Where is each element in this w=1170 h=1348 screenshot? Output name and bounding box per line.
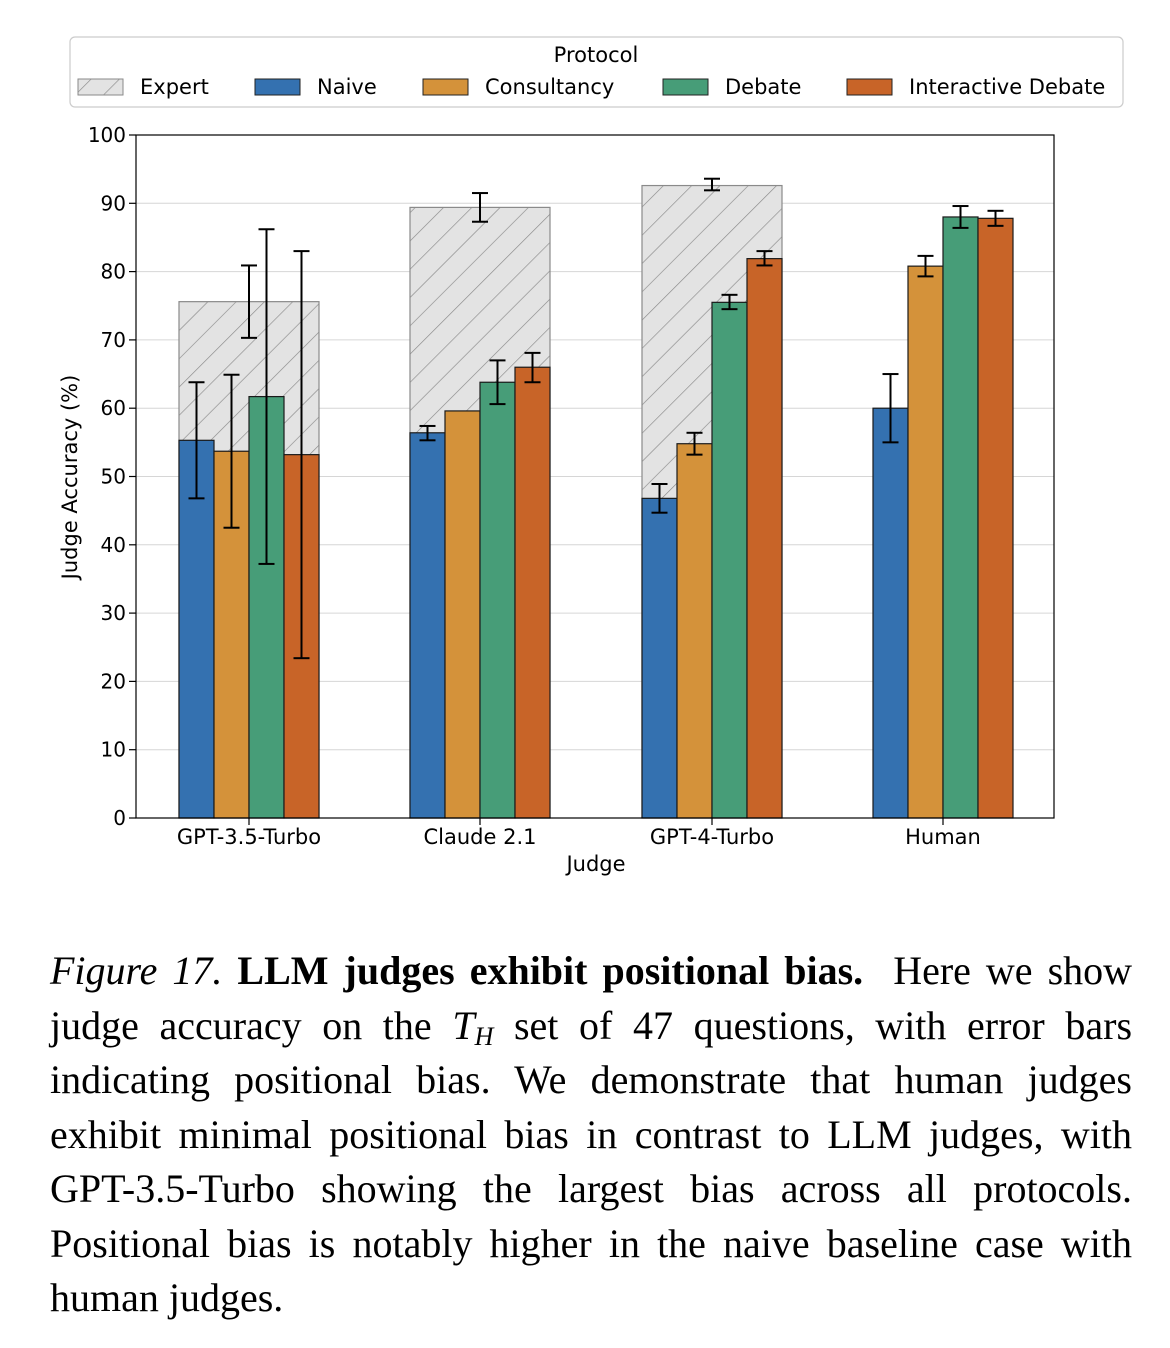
bar-interactive-debate-gpt-4-turbo <box>746 258 783 819</box>
protocol-bars <box>178 216 1014 819</box>
caption-figure-number: Figure 17. <box>50 948 223 993</box>
y-ticks: 0 10 20 30 40 50 60 70 80 90 100 <box>88 123 136 830</box>
legend-entry-consultancy: Consultancy <box>422 75 614 99</box>
legend-entry-interactive-debate: Interactive Debate <box>846 75 1105 99</box>
x-ticks: GPT-3.5-Turbo Claude 2.1 GPT-4-Turbo Human <box>177 818 981 849</box>
bar-naive-gpt-4-turbo <box>641 497 678 819</box>
caption-math-subscript: H <box>474 1021 494 1051</box>
y-tick-label-70: 70 <box>101 328 126 352</box>
legend-swatch-debate <box>662 78 709 96</box>
y-tick-label-40: 40 <box>101 533 126 557</box>
legend-swatch-expert <box>77 78 124 96</box>
legend-entry-debate: Debate <box>662 75 801 99</box>
bar-consultancy-gpt-4-turbo <box>676 443 713 819</box>
caption-title: LLM judges exhibit positional bias. <box>237 948 864 993</box>
y-axis-label: Judge Accuracy (%) <box>58 375 82 582</box>
y-tick-label-30: 30 <box>101 601 126 625</box>
legend-swatch-interactive-debate <box>846 78 893 96</box>
legend-label-debate: Debate <box>725 75 801 99</box>
caption-text-part2: set of 47 questions, with error bars ind… <box>50 1002 1133 1321</box>
caption-math-symbol: T <box>452 1002 475 1048</box>
bar-consultancy-claude-2-1 <box>444 410 481 819</box>
figure-caption: Figure 17. LLM judges exhibit positional… <box>50 944 1132 1326</box>
error-bars <box>188 177 1004 660</box>
y-tick-label-50: 50 <box>101 465 126 489</box>
bar-naive-human <box>872 407 909 819</box>
x-tick-label-claude-2-1: Claude 2.1 <box>424 825 537 849</box>
x-tick-label-gpt-4-turbo: GPT-4-Turbo <box>650 825 774 849</box>
bar-interactive-debate-claude-2-1 <box>514 366 551 819</box>
y-tick-label-20: 20 <box>101 669 126 693</box>
bar-consultancy-human <box>907 265 944 819</box>
bar-naive-claude-2-1 <box>409 432 446 819</box>
bar-debate-claude-2-1 <box>479 381 516 819</box>
legend-label-naive: Naive <box>317 75 377 99</box>
legend: Protocol Expert Naive Consultancy Debate… <box>69 36 1124 108</box>
y-tick-label-10: 10 <box>101 738 126 762</box>
x-axis-label: Judge <box>564 852 625 876</box>
legend-label-expert: Expert <box>140 75 209 99</box>
caption-text-part1: Here we show judge accuracy on the <box>50 948 1133 1048</box>
legend-swatch-naive <box>254 78 301 96</box>
plot-frame <box>135 134 1055 819</box>
bar-debate-human <box>942 216 979 819</box>
bar-chart: Protocol Expert Naive Consultancy Debate… <box>58 36 1124 876</box>
bar-debate-gpt-4-turbo <box>711 301 748 819</box>
legend-label-interactive-debate: Interactive Debate <box>909 75 1105 99</box>
y-tick-label-80: 80 <box>101 260 126 284</box>
x-tick-label-gpt-3-5-turbo: GPT-3.5-Turbo <box>177 825 321 849</box>
y-tick-label-100: 100 <box>88 123 126 147</box>
legend-entry-expert: Expert <box>77 75 209 99</box>
y-tick-label-90: 90 <box>101 191 126 215</box>
legend-title: Protocol <box>554 43 639 67</box>
legend-swatch-consultancy <box>422 78 469 96</box>
legend-entry-naive: Naive <box>254 75 377 99</box>
y-tick-label-0: 0 <box>113 806 126 830</box>
legend-label-consultancy: Consultancy <box>485 75 614 99</box>
bar-interactive-debate-human <box>977 217 1014 819</box>
y-tick-label-60: 60 <box>101 396 126 420</box>
x-tick-label-human: Human <box>905 825 981 849</box>
